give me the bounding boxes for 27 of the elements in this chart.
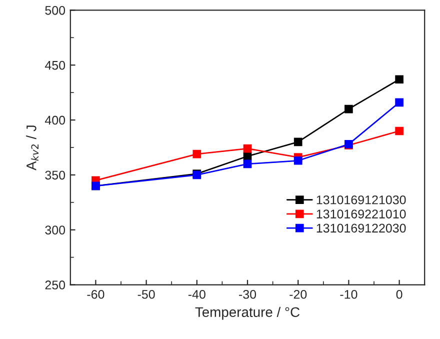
point	[344, 104, 353, 114]
x-tick-label: -50	[138, 290, 155, 299]
legend-label: 1310169122030	[316, 224, 406, 233]
x-tick-label: 0	[396, 290, 402, 299]
legend-label: 1310169121030	[316, 195, 406, 204]
point	[294, 156, 302, 165]
x-axis-title: Temperature / °C	[195, 306, 300, 320]
legend-label: 1310169221010	[316, 210, 406, 218]
point	[395, 75, 404, 84]
y-tick-label: 500	[45, 6, 66, 15]
point	[243, 160, 252, 168]
point	[243, 144, 252, 153]
point	[192, 150, 202, 158]
y-tick-label: 450	[44, 60, 66, 70]
point	[395, 98, 404, 107]
y-tick-label: 300	[45, 226, 66, 234]
y-axis-title: A$_{kv2}$ / J	[26, 126, 38, 170]
y-tick-label: 250	[45, 280, 66, 290]
x-tick-label: -60	[87, 290, 104, 299]
x-tick-label: -20	[290, 290, 307, 299]
point	[294, 138, 302, 146]
x-tick-label: -40	[188, 290, 206, 299]
x-tick-label: -10	[340, 290, 358, 299]
y-tick-label: 400	[44, 116, 66, 125]
point	[395, 126, 404, 136]
y-tick-label: 350	[45, 170, 66, 180]
x-tick-label: -30	[239, 290, 256, 299]
